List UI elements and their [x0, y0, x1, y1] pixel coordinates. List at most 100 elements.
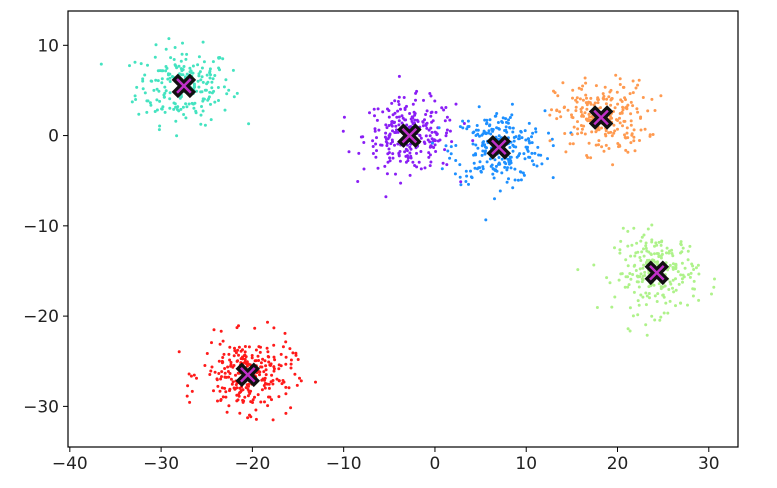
- data-point: [408, 145, 412, 149]
- data-point: [634, 251, 638, 255]
- data-point: [543, 109, 547, 113]
- data-point: [617, 145, 620, 149]
- data-point: [674, 288, 678, 292]
- data-point: [228, 345, 232, 349]
- data-point: [607, 95, 611, 99]
- data-point: [430, 120, 434, 124]
- data-point: [381, 110, 385, 114]
- data-point: [158, 99, 162, 103]
- data-point: [570, 113, 573, 117]
- data-point: [539, 153, 543, 157]
- data-point: [193, 101, 197, 105]
- data-point: [503, 165, 507, 169]
- data-point: [626, 285, 630, 289]
- data-point: [686, 303, 689, 307]
- data-point: [508, 146, 512, 149]
- data-point: [625, 105, 629, 109]
- data-point: [692, 268, 696, 271]
- data-point: [563, 105, 566, 109]
- data-point: [671, 278, 675, 282]
- data-point: [671, 266, 675, 269]
- data-point: [219, 398, 223, 401]
- data-point: [259, 345, 262, 349]
- data-point: [357, 151, 361, 155]
- data-point: [646, 227, 650, 231]
- data-point: [696, 263, 700, 267]
- data-point: [430, 141, 434, 145]
- data-point: [644, 246, 648, 250]
- data-point: [575, 96, 579, 100]
- data-point: [629, 254, 633, 258]
- data-point: [484, 218, 488, 222]
- data-point: [160, 81, 164, 85]
- data-point: [496, 121, 500, 124]
- data-point: [267, 360, 271, 364]
- data-point: [402, 96, 406, 99]
- data-point: [630, 132, 634, 136]
- data-point: [179, 59, 183, 63]
- data-point: [551, 144, 555, 148]
- data-point: [650, 97, 654, 101]
- data-point: [236, 359, 240, 363]
- data-point: [237, 394, 241, 398]
- data-point: [423, 166, 427, 170]
- data-point: [564, 150, 568, 154]
- data-point: [177, 64, 181, 68]
- data-point: [203, 364, 207, 367]
- data-point: [199, 90, 203, 94]
- data-point: [410, 115, 414, 119]
- data-point: [519, 178, 523, 182]
- data-point: [156, 79, 160, 83]
- data-point: [671, 262, 675, 266]
- data-point: [604, 129, 608, 133]
- data-point: [589, 156, 593, 160]
- data-point: [445, 128, 449, 132]
- data-point: [632, 226, 636, 230]
- data-point: [212, 89, 216, 93]
- data-point: [608, 281, 612, 285]
- data-point: [624, 98, 627, 102]
- data-point: [666, 311, 670, 315]
- data-point: [637, 285, 641, 289]
- data-point: [626, 264, 630, 268]
- data-point: [483, 143, 487, 147]
- data-point: [243, 350, 247, 354]
- data-point: [497, 156, 501, 159]
- data-point: [517, 134, 521, 138]
- data-point: [99, 62, 103, 66]
- data-point: [486, 131, 490, 135]
- data-point: [209, 369, 213, 373]
- data-point: [443, 148, 447, 152]
- data-point: [153, 110, 157, 113]
- data-point: [578, 97, 582, 101]
- data-point: [597, 143, 600, 147]
- data-point: [628, 92, 632, 96]
- data-point: [650, 223, 654, 227]
- data-point: [494, 164, 498, 168]
- data-point: [511, 126, 515, 130]
- data-point: [444, 144, 448, 148]
- data-point: [163, 110, 167, 114]
- data-point: [508, 126, 512, 130]
- data-point: [583, 111, 587, 115]
- centroid-marker: [644, 260, 670, 286]
- data-point: [296, 358, 300, 361]
- data-point: [272, 365, 276, 369]
- data-point: [630, 243, 634, 247]
- data-point: [681, 280, 684, 284]
- data-point: [405, 123, 409, 127]
- data-point: [411, 102, 415, 106]
- data-point: [417, 160, 421, 164]
- data-point: [254, 417, 258, 421]
- y-tick-label: −30: [23, 397, 59, 417]
- data-point: [548, 139, 552, 143]
- data-point: [548, 113, 552, 117]
- data-point: [393, 99, 397, 103]
- data-point: [376, 107, 380, 111]
- data-point: [200, 66, 204, 70]
- data-point: [145, 110, 149, 114]
- data-point: [396, 109, 400, 113]
- data-point: [679, 251, 682, 255]
- data-point: [291, 351, 295, 355]
- data-point: [173, 63, 177, 67]
